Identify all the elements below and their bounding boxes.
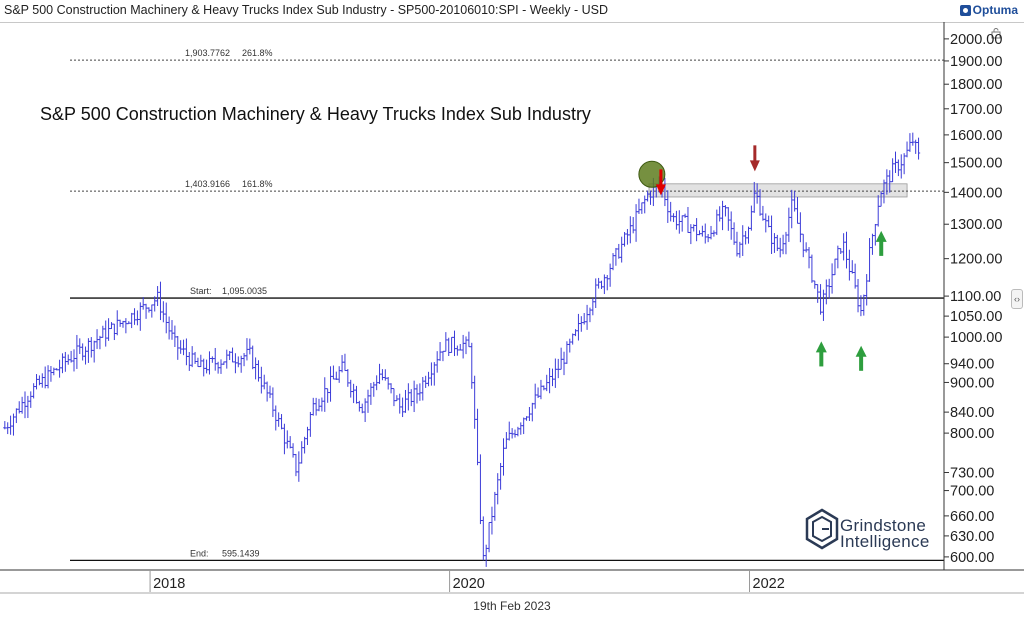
y-tick-label: 940.00 xyxy=(950,357,994,373)
y-tick-label: 630.00 xyxy=(950,529,994,545)
chart-title: S&P 500 Construction Machinery & Heavy T… xyxy=(40,104,591,124)
y-tick-label: 730.00 xyxy=(950,466,994,482)
y-tick-label: 1500.00 xyxy=(950,156,1002,172)
optuma-logo-icon xyxy=(959,4,971,16)
title-bar: S&P 500 Construction Machinery & Heavy T… xyxy=(0,0,1024,23)
reference-line-prefix: Start: xyxy=(190,286,212,296)
y-tick-label: 1900.00 xyxy=(950,54,1002,70)
up-arrow-head xyxy=(875,230,887,242)
chart-window-title: S&P 500 Construction Machinery & Heavy T… xyxy=(4,3,608,17)
up-arrow-shaft xyxy=(819,351,824,367)
reference-line-pct: 261.8% xyxy=(242,48,273,58)
y-tick-label: 1800.00 xyxy=(950,77,1002,93)
lock-icon[interactable] xyxy=(990,27,1002,39)
y-tick-label: 1100.00 xyxy=(950,289,1001,305)
x-tick-label: 2020 xyxy=(453,576,485,592)
reference-line-label: 1,403.9166 xyxy=(185,179,230,189)
up-arrow-head xyxy=(855,345,867,357)
brand: Optuma xyxy=(959,3,1018,17)
highlight-circle xyxy=(638,160,666,188)
y-tick-label: 1600.00 xyxy=(950,128,1002,144)
y-tick-label: 1300.00 xyxy=(950,217,1002,233)
reference-line-label: 1,095.0035 xyxy=(222,286,267,296)
up-arrow-shaft xyxy=(879,240,884,256)
resistance-zone xyxy=(648,183,908,198)
grindstone-logo-icon xyxy=(805,508,839,550)
y-tick-label: 1400.00 xyxy=(950,185,1002,201)
up-arrow-shaft xyxy=(859,355,864,371)
reference-line-prefix: End: xyxy=(190,548,209,558)
y-tick-label: 1050.00 xyxy=(950,309,1002,325)
watermark-line-1: Grindstone xyxy=(840,516,927,535)
reference-line-pct: 161.8% xyxy=(242,179,273,189)
brand-name: Optuma xyxy=(972,3,1018,17)
up-arrow-head xyxy=(815,341,827,353)
reference-line-label: 1,903.7762 xyxy=(185,48,230,58)
y-tick-label: 800.00 xyxy=(950,426,994,442)
y-tick-label: 840.00 xyxy=(950,405,994,421)
y-tick-label: 2000.00 xyxy=(950,32,1002,48)
down-arrow-shaft xyxy=(753,145,757,162)
x-tick-label: 2022 xyxy=(753,576,785,592)
reference-line-label: 595.1439 xyxy=(222,548,260,558)
y-tick-label: 600.00 xyxy=(950,550,994,566)
y-tick-label: 1700.00 xyxy=(950,102,1002,118)
down-arrow-head xyxy=(655,184,666,196)
footer-date: 19th Feb 2023 xyxy=(473,599,551,613)
y-tick-label: 900.00 xyxy=(950,375,994,391)
down-arrow-shaft xyxy=(659,169,663,186)
y-tick-label: 660.00 xyxy=(950,509,994,525)
y-tick-label: 1200.00 xyxy=(950,252,1002,268)
y-tick-label: 1000.00 xyxy=(950,330,1002,346)
watermark-logo: Grindstone Intelligence xyxy=(804,508,944,552)
x-tick-label: 2018 xyxy=(153,576,185,592)
y-tick-label: 700.00 xyxy=(950,484,994,500)
axis-scroll-handle[interactable]: ‹› xyxy=(1011,289,1023,309)
down-arrow-head xyxy=(749,160,760,172)
watermark-line-2: Intelligence xyxy=(840,532,930,551)
